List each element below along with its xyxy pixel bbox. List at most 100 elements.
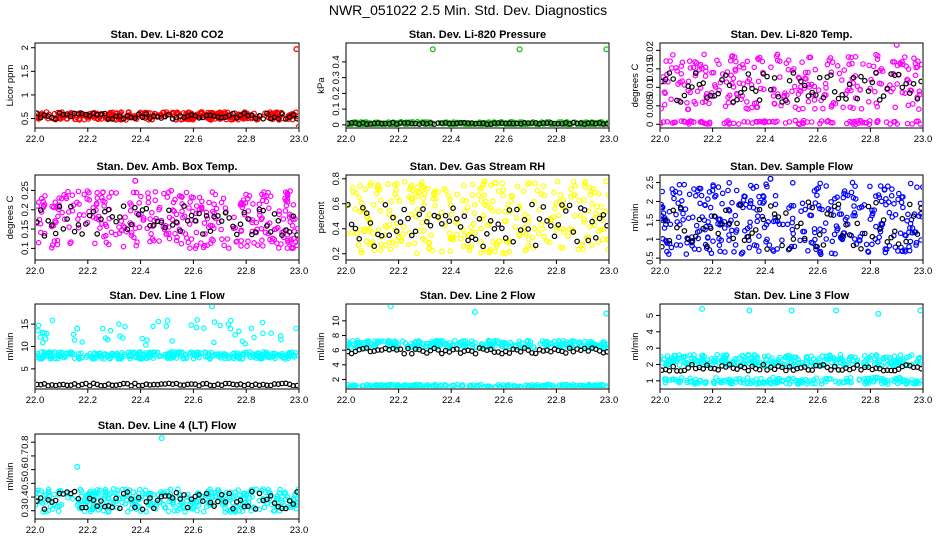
data-point xyxy=(414,207,421,213)
black-data-point xyxy=(215,498,221,505)
data-point xyxy=(588,188,595,195)
black-data-point xyxy=(203,112,210,119)
data-point xyxy=(357,208,363,215)
black-data-point xyxy=(506,350,513,356)
data-point xyxy=(704,121,710,127)
data-point xyxy=(662,90,668,97)
data-point xyxy=(495,188,502,195)
data-point xyxy=(572,183,579,189)
data-point xyxy=(681,359,688,365)
data-point xyxy=(256,201,263,208)
data-point xyxy=(673,358,679,365)
data-point xyxy=(605,236,608,242)
black-data-point xyxy=(880,93,887,99)
data-point xyxy=(715,184,722,190)
data-point xyxy=(663,58,669,64)
data-point xyxy=(739,249,746,256)
black-data-point xyxy=(162,493,168,499)
data-point xyxy=(123,497,130,503)
data-point xyxy=(822,376,828,382)
x-tick-label: 22.0 xyxy=(26,395,45,406)
data-point xyxy=(295,225,298,232)
black-data-point xyxy=(378,232,385,239)
x-tick-label: 23.0 xyxy=(290,266,309,277)
data-point xyxy=(804,354,810,361)
data-point xyxy=(254,242,261,248)
data-point xyxy=(670,52,676,58)
outlier-point xyxy=(603,46,608,53)
data-point xyxy=(260,486,267,492)
data-point xyxy=(204,215,211,222)
black-data-point xyxy=(476,216,483,222)
data-point xyxy=(866,118,873,124)
data-point xyxy=(807,54,814,61)
black-data-point xyxy=(895,71,902,78)
black-data-point xyxy=(158,219,165,226)
data-point xyxy=(785,66,792,73)
panel-title: Stan. Dev. Gas Stream RH xyxy=(410,161,546,173)
data-point xyxy=(801,85,808,91)
y-tick-label: 0.1 xyxy=(331,103,342,116)
data-point xyxy=(741,119,747,125)
black-data-point xyxy=(139,506,146,513)
black-data-point xyxy=(861,230,868,237)
data-point xyxy=(824,61,831,68)
data-point xyxy=(259,215,265,221)
data-point xyxy=(595,191,602,197)
data-point xyxy=(447,343,454,350)
data-point xyxy=(838,77,845,83)
black-data-point xyxy=(290,213,297,220)
data-point xyxy=(118,355,124,362)
data-point xyxy=(358,199,365,206)
data-point xyxy=(41,230,48,237)
data-point xyxy=(878,375,885,382)
data-point xyxy=(242,200,249,206)
data-point xyxy=(156,238,162,244)
panel-ambbox: Stan. Dev. Amb. Box Temp.22.0 22.2 22.4 22.… xyxy=(5,161,308,277)
points-layer xyxy=(36,435,298,515)
y-tick-label: 0.25 xyxy=(20,181,31,200)
data-point xyxy=(277,332,284,339)
data-point xyxy=(751,64,758,71)
black-data-point xyxy=(700,365,707,372)
data-point xyxy=(75,224,82,231)
data-point xyxy=(694,88,701,95)
data-point xyxy=(395,234,401,240)
data-point xyxy=(894,81,901,87)
data-point xyxy=(857,86,864,93)
data-point xyxy=(605,192,608,198)
data-point xyxy=(828,376,834,382)
plot-frame xyxy=(34,42,300,129)
black-data-point xyxy=(585,348,592,354)
black-data-point xyxy=(438,350,445,357)
data-point xyxy=(211,489,217,496)
data-point xyxy=(780,221,786,228)
data-point xyxy=(441,381,448,388)
data-point xyxy=(104,336,111,343)
black-data-point xyxy=(600,121,607,127)
data-point xyxy=(387,246,394,253)
data-point xyxy=(906,247,913,254)
black-data-point xyxy=(499,225,505,232)
data-point xyxy=(795,356,801,363)
black-data-point xyxy=(36,219,40,225)
y-tick-label: 2 xyxy=(645,199,656,204)
black-data-point xyxy=(918,365,922,372)
data-point xyxy=(116,224,122,230)
y-tick-label: 1 xyxy=(645,237,656,242)
black-data-point xyxy=(726,220,733,227)
data-point xyxy=(717,248,723,255)
data-point xyxy=(840,379,846,386)
black-data-point xyxy=(689,84,695,90)
data-point xyxy=(93,202,100,208)
data-point xyxy=(812,359,819,365)
black-data-point xyxy=(405,215,411,222)
black-data-point xyxy=(113,218,119,225)
data-point xyxy=(36,327,41,334)
black-data-point xyxy=(544,218,550,224)
black-data-point xyxy=(734,220,740,227)
data-point xyxy=(581,216,587,223)
black-data-point xyxy=(128,221,135,228)
data-point xyxy=(894,121,901,127)
y-tick-label: 10 xyxy=(331,316,342,327)
